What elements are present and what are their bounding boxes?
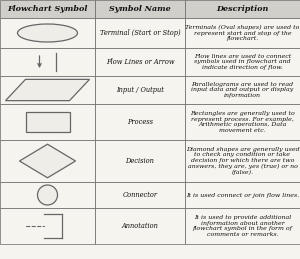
Bar bbox=[185, 18, 300, 48]
Polygon shape bbox=[5, 79, 89, 101]
Bar bbox=[95, 182, 185, 208]
Text: It is used to provide additional
information about another
flowchart symbol in t: It is used to provide additional informa… bbox=[193, 215, 292, 237]
Bar bbox=[185, 208, 300, 244]
Bar bbox=[185, 0, 300, 18]
Text: Flow lines are used to connect
symbols used in flowchart and
indicate direction : Flow lines are used to connect symbols u… bbox=[194, 54, 291, 70]
Text: Terminals (Oval shapes) are used to
represent start and stop of the
flowchart.: Terminals (Oval shapes) are used to repr… bbox=[185, 25, 300, 41]
Bar bbox=[185, 104, 300, 140]
Bar bbox=[0, 18, 95, 48]
Bar bbox=[95, 104, 185, 140]
Bar bbox=[26, 112, 70, 132]
Bar bbox=[95, 208, 185, 244]
Text: Description: Description bbox=[216, 5, 269, 13]
Bar bbox=[95, 140, 185, 182]
Bar bbox=[0, 140, 95, 182]
Bar bbox=[0, 104, 95, 140]
Text: Diamond shapes are generally used
to check any condition or take
decision for wh: Diamond shapes are generally used to che… bbox=[186, 147, 299, 175]
Text: Parallelograms are used to read
input data and output or display
information: Parallelograms are used to read input da… bbox=[191, 82, 294, 98]
Bar bbox=[95, 18, 185, 48]
Text: It is used connect or join flow lines.: It is used connect or join flow lines. bbox=[186, 192, 299, 198]
Bar bbox=[185, 182, 300, 208]
Bar bbox=[95, 76, 185, 104]
Bar bbox=[0, 76, 95, 104]
Bar bbox=[0, 182, 95, 208]
Ellipse shape bbox=[17, 24, 77, 42]
Text: Symbol Name: Symbol Name bbox=[109, 5, 171, 13]
Bar bbox=[185, 76, 300, 104]
Polygon shape bbox=[20, 144, 76, 178]
Bar bbox=[185, 48, 300, 76]
Text: Terminal (Start or Stop): Terminal (Start or Stop) bbox=[100, 29, 180, 37]
Bar bbox=[95, 48, 185, 76]
Text: Annotation: Annotation bbox=[122, 222, 158, 230]
Text: Flow Lines or Arrow: Flow Lines or Arrow bbox=[106, 58, 174, 66]
Text: Connector: Connector bbox=[122, 191, 158, 199]
Circle shape bbox=[38, 185, 58, 205]
Text: Rectangles are generally used to
represent process. For example,
Arithmetic oper: Rectangles are generally used to represe… bbox=[190, 111, 295, 133]
Text: Input / Output: Input / Output bbox=[116, 86, 164, 94]
Text: Process: Process bbox=[127, 118, 153, 126]
Bar bbox=[0, 208, 95, 244]
Bar bbox=[95, 0, 185, 18]
Bar bbox=[185, 140, 300, 182]
Text: Flowchart Symbol: Flowchart Symbol bbox=[7, 5, 88, 13]
Text: Decision: Decision bbox=[126, 157, 154, 165]
Bar bbox=[0, 0, 95, 18]
Bar bbox=[0, 48, 95, 76]
